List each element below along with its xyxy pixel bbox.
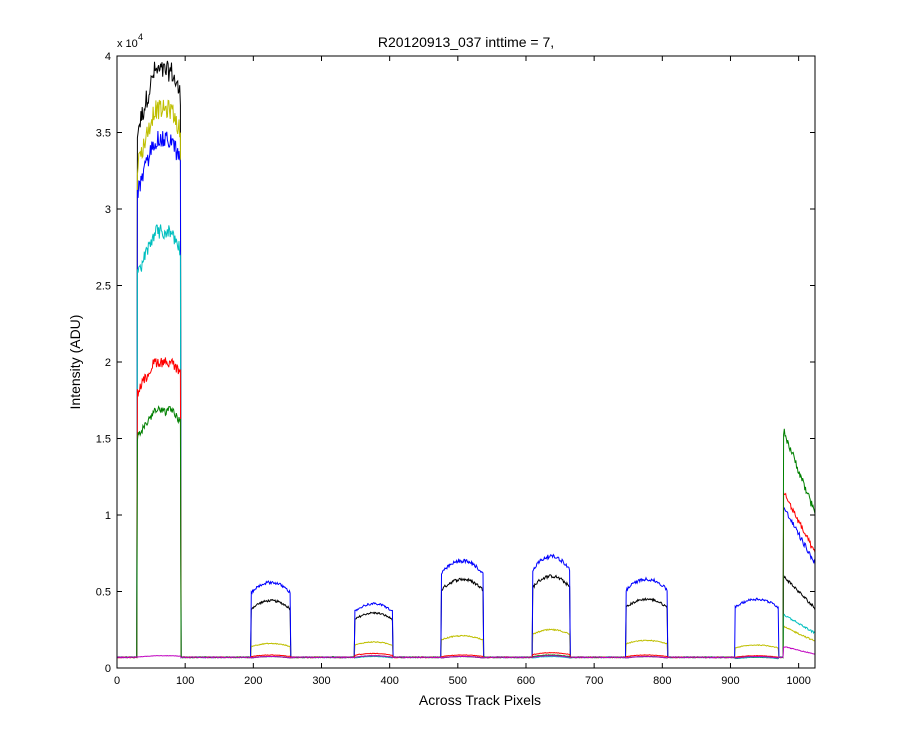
series-layer bbox=[116, 60, 816, 660]
x-tick-label: 300 bbox=[312, 675, 330, 687]
tick-layer: 0 100 200 300 400 500 600 700 800 900 1000 0 0.5 1 1.5… bbox=[96, 51, 815, 687]
x-tick-label: 1000 bbox=[786, 675, 810, 687]
y-tick-label: 0 bbox=[105, 663, 111, 675]
x-tick-label: 200 bbox=[244, 675, 262, 687]
y-tick-label: 4 bbox=[105, 51, 111, 63]
y-tick-label: 1.5 bbox=[96, 434, 111, 446]
y-tick-label: 0.5 bbox=[96, 587, 111, 599]
x-axis-label: Across Track Pixels bbox=[419, 692, 541, 708]
y-tick-label: 3 bbox=[105, 204, 111, 216]
x-tick-label: 700 bbox=[585, 675, 603, 687]
series-line-7 bbox=[116, 646, 816, 659]
x-tick-label: 500 bbox=[449, 675, 467, 687]
y-tick-label: 1 bbox=[105, 510, 111, 522]
x-tick-label: 600 bbox=[517, 675, 535, 687]
chart-title: R20120913_037 inttime = 7, bbox=[378, 34, 554, 50]
y-tick-label: 2 bbox=[105, 357, 111, 369]
y-exponent-label: x 10 bbox=[117, 38, 138, 50]
y-tick-label: 2.5 bbox=[96, 281, 111, 293]
x-tick-label: 400 bbox=[380, 675, 398, 687]
x-tick-label: 100 bbox=[176, 675, 194, 687]
x-tick-label: 0 bbox=[114, 675, 120, 687]
y-exponent-value: 4 bbox=[138, 32, 143, 42]
x-tick-label: 800 bbox=[653, 675, 671, 687]
x-tick-label: 900 bbox=[721, 675, 739, 687]
y-axis-label: Intensity (ADU) bbox=[67, 315, 83, 410]
y-tick-label: 3.5 bbox=[96, 128, 111, 140]
